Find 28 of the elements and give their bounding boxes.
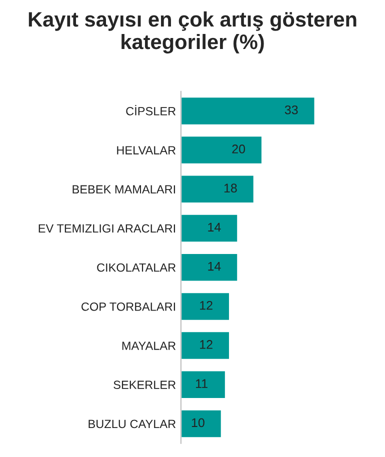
bar: [180, 174, 255, 204]
y-tick-label: CİPSLER: [126, 105, 176, 116]
y-tick-label: EV TEMIZLIGI ARACLARI: [38, 224, 175, 233]
data-label: 11: [196, 379, 208, 388]
bar: [180, 370, 226, 400]
y-tick-label: MAYALAR: [122, 342, 176, 350]
data-label: 12: [200, 300, 212, 310]
data-label: 20: [232, 144, 246, 154]
bar: [180, 408, 222, 439]
bar: [180, 96, 316, 126]
bar: [180, 135, 263, 165]
y-tick-label: HELVALAR: [117, 146, 176, 154]
data-label: 14: [208, 262, 221, 271]
bar: [180, 292, 230, 322]
data-label: 12: [200, 340, 212, 349]
chart-title: Kayıt sayısı en çok artış gösteren kategoriler (%): [28, 11, 356, 54]
y-tick-label: COP TORBALARI: [82, 302, 175, 311]
y-tick-label: CIKOLATALAR: [97, 263, 176, 272]
data-label: 10: [192, 418, 204, 428]
y-tick-label: BEBEK MAMALARI: [72, 185, 175, 194]
y-tick-label: BUZLU CAYLAR: [88, 420, 176, 428]
data-label: 14: [208, 222, 221, 232]
y-tick-label: SEKERLER: [114, 380, 176, 390]
bar: [180, 252, 238, 282]
data-label: 18: [224, 184, 237, 193]
bar: [180, 213, 238, 244]
bar: [180, 330, 230, 360]
data-label: 33: [284, 105, 298, 114]
